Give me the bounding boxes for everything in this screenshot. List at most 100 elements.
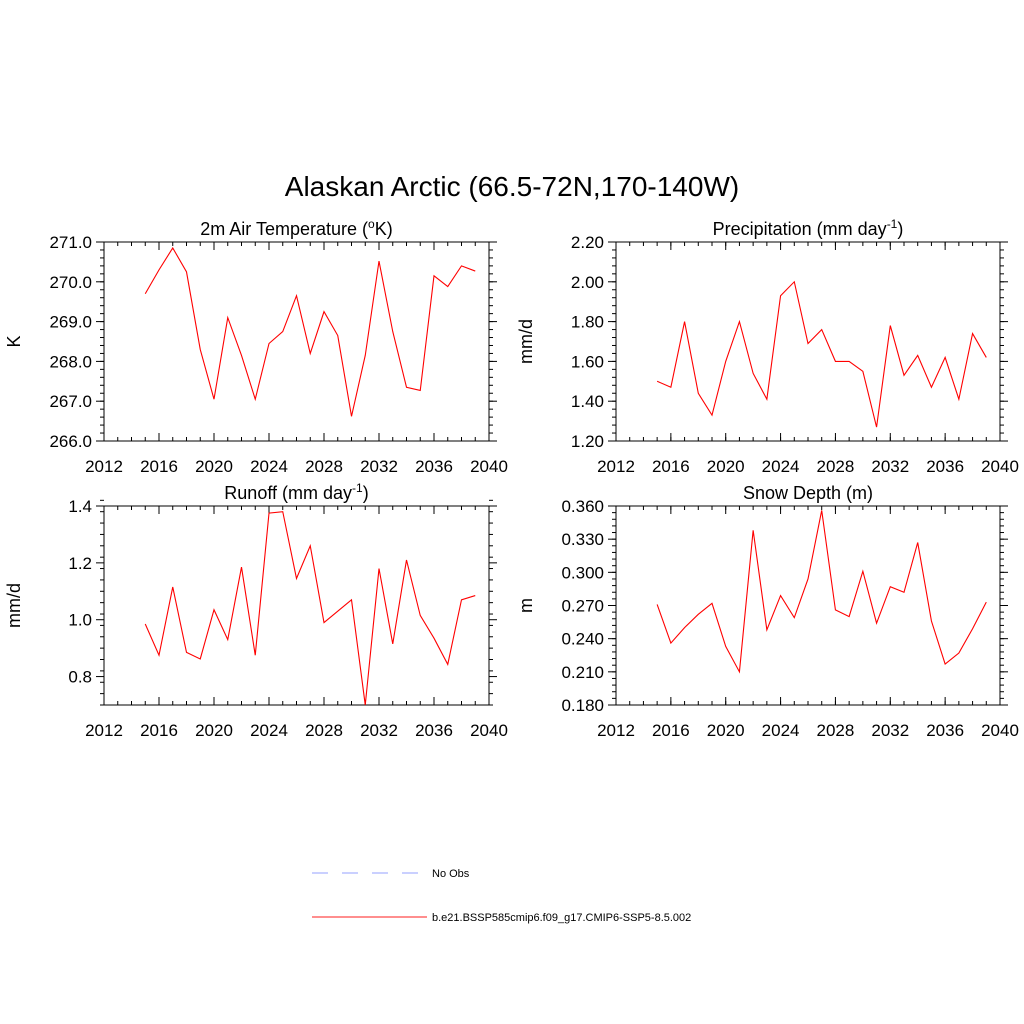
data-point <box>698 614 699 615</box>
y-axis-label: mm/d <box>4 583 24 628</box>
y-tick-label: 1.80 <box>571 313 604 332</box>
data-point <box>282 511 283 512</box>
x-tick-label: 2028 <box>305 721 343 740</box>
y-tick-label: 1.4 <box>68 497 92 516</box>
data-point <box>684 627 685 628</box>
figure-title: Alaskan Arctic (66.5-72N,170-140W) <box>285 171 739 202</box>
data-point <box>461 265 462 266</box>
series-line-1 <box>144 511 476 706</box>
y-tick-label: 266.0 <box>49 432 92 451</box>
data-point <box>986 357 987 358</box>
data-point <box>323 311 324 312</box>
y-tick-label: 1.40 <box>571 392 604 411</box>
data-point <box>447 664 448 665</box>
x-tick-label: 2024 <box>250 721 288 740</box>
panel-title: Precipitation (mm day-1) <box>713 217 904 239</box>
chart-panel-3: 2012 2016 2020 2024 2028 2032 2036 2040 0.8 1.0 1.… <box>4 481 508 740</box>
data-point <box>310 353 311 354</box>
data-point <box>931 620 932 621</box>
data-point <box>145 623 146 624</box>
series-line-1 <box>656 510 987 674</box>
data-point <box>241 567 242 568</box>
data-point <box>200 349 201 350</box>
legend-item-2: b.e21.BSSP585cmip6.f09_g17.CMIP6-SSP5-8.… <box>312 912 691 924</box>
axis-ticks <box>612 505 1004 706</box>
data-point <box>903 375 904 376</box>
data-point <box>351 599 352 600</box>
chart-panel-4: 2012 2016 2020 2024 2028 2032 2036 2040 0.180 0.2… <box>516 483 1019 740</box>
legend-label: No Obs <box>432 868 470 880</box>
x-tick-label: 2024 <box>762 457 800 476</box>
data-point <box>241 355 242 356</box>
data-point <box>698 393 699 394</box>
data-point <box>420 615 421 616</box>
plot-frame <box>103 241 490 442</box>
y-tick-label: 0.240 <box>561 630 604 649</box>
data-point <box>351 416 352 417</box>
data-point <box>684 321 685 322</box>
x-tick-label: 2020 <box>195 457 233 476</box>
data-point <box>807 343 808 344</box>
y-tick-label: 0.210 <box>561 663 604 682</box>
data-point <box>213 609 214 610</box>
panel-title: Runoff (mm day-1) <box>224 481 368 503</box>
x-tick-label: 2024 <box>762 721 800 740</box>
data-point <box>365 355 366 356</box>
data-point <box>753 373 754 374</box>
y-axis-label: K <box>4 335 24 347</box>
y-tick-label: 0.330 <box>561 530 604 549</box>
data-point <box>766 399 767 400</box>
data-point <box>420 390 421 391</box>
x-tick-label: 2032 <box>871 721 909 740</box>
y-tick-label: 0.300 <box>561 563 604 582</box>
data-point <box>158 655 159 656</box>
x-tick-label: 2012 <box>597 457 635 476</box>
data-point <box>296 295 297 296</box>
axis-ticks <box>100 241 493 442</box>
data-point <box>794 617 795 618</box>
x-tick-label: 2012 <box>597 721 635 740</box>
data-point <box>849 616 850 617</box>
data-point <box>433 275 434 276</box>
data-point <box>739 671 740 672</box>
data-point <box>255 399 256 400</box>
x-tick-label: 2020 <box>707 721 745 740</box>
x-tick-label: 2032 <box>360 457 398 476</box>
series-points <box>657 510 987 673</box>
data-point <box>835 609 836 610</box>
y-axis-label: m <box>516 598 536 613</box>
chart-panel-1: 2012 2016 2020 2024 2028 2032 2036 2040 266.0 267… <box>4 217 508 476</box>
data-point <box>972 628 973 629</box>
y-tick-label: 0.8 <box>68 668 92 687</box>
series-points <box>145 511 476 706</box>
x-tick-label: 2032 <box>360 721 398 740</box>
data-point <box>876 426 877 427</box>
data-point <box>186 652 187 653</box>
data-point <box>835 361 836 362</box>
data-point <box>945 663 946 664</box>
y-tick-label: 1.2 <box>68 554 92 573</box>
data-point <box>958 652 959 653</box>
y-tick-label: 2.00 <box>571 273 604 292</box>
series-line-1 <box>144 246 476 417</box>
data-point <box>917 542 918 543</box>
data-point <box>378 568 379 569</box>
data-point <box>670 387 671 388</box>
series-points <box>145 247 476 417</box>
data-point <box>227 639 228 640</box>
data-point <box>670 642 671 643</box>
x-tick-label: 2036 <box>415 721 453 740</box>
y-tick-label: 0.180 <box>561 696 604 715</box>
data-point <box>461 599 462 600</box>
x-tick-label: 2028 <box>305 457 343 476</box>
data-point <box>876 623 877 624</box>
axis-ticks <box>100 499 493 706</box>
data-point <box>766 629 767 630</box>
series-line-1 <box>656 280 987 428</box>
data-point <box>200 658 201 659</box>
x-tick-label: 2016 <box>652 457 690 476</box>
y-tick-label: 269.0 <box>49 313 92 332</box>
data-point <box>392 331 393 332</box>
data-point <box>227 317 228 318</box>
